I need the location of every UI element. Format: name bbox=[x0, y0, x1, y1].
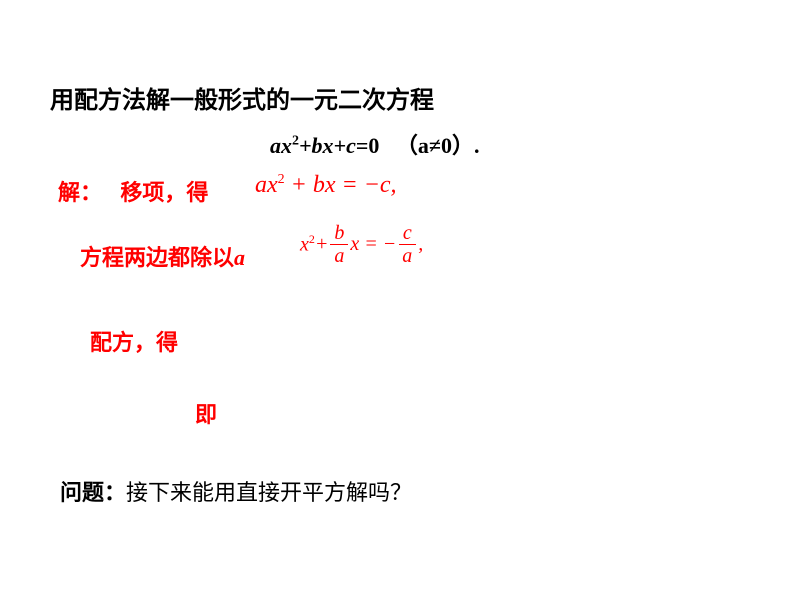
eq-sup1: 2 bbox=[292, 134, 299, 149]
s2-f2-den: a bbox=[398, 245, 416, 267]
step1-equation: ax2 + bx = −c, bbox=[255, 172, 397, 199]
step1-prefix: 解： bbox=[58, 180, 102, 205]
q-prefix: 问题： bbox=[60, 480, 126, 505]
q-text: 接下来能用直接开平方解吗？ bbox=[126, 480, 412, 505]
eq-cond: （a≠0）. bbox=[396, 133, 480, 158]
s2-frac2: c a bbox=[398, 222, 416, 267]
s2-mid: x = − bbox=[350, 233, 396, 256]
eq-bxc: +bx+c bbox=[299, 133, 356, 158]
s2-tail: , bbox=[418, 233, 423, 256]
general-equation: ax2+bx+c=0 （a≠0）. bbox=[270, 128, 479, 160]
step3-label: 配方，得 bbox=[90, 325, 178, 357]
s1-ax: ax bbox=[255, 172, 278, 198]
s2-x: x bbox=[300, 234, 309, 256]
step4-label: 即 bbox=[195, 397, 217, 429]
page-title: 用配方法解一般形式的一元二次方程 bbox=[50, 80, 434, 115]
s2-frac1: b a bbox=[330, 222, 348, 267]
eq-eq0: =0 bbox=[356, 133, 380, 158]
step2-equation: x2 + b a x = − c a , bbox=[300, 222, 423, 267]
s2-f1-den: a bbox=[330, 245, 348, 267]
step1-action: 移项，得 bbox=[120, 180, 208, 205]
step2-label: 方程两边都除以a bbox=[80, 240, 245, 272]
step1-label: 解： 移项，得 bbox=[58, 175, 208, 207]
s2-plus: + bbox=[315, 233, 329, 256]
s2-x2: x2 bbox=[300, 232, 315, 257]
step2-var: a bbox=[234, 245, 245, 270]
s2-f2-num: c bbox=[399, 222, 416, 245]
question-line: 问题：接下来能用直接开平方解吗？ bbox=[60, 475, 412, 507]
s1-sup: 2 bbox=[278, 172, 285, 187]
s2-f1-num: b bbox=[330, 222, 348, 245]
s1-rest: + bx = −c, bbox=[285, 172, 397, 198]
step2-text: 方程两边都除以 bbox=[80, 245, 234, 270]
eq-ax: ax bbox=[270, 133, 292, 158]
